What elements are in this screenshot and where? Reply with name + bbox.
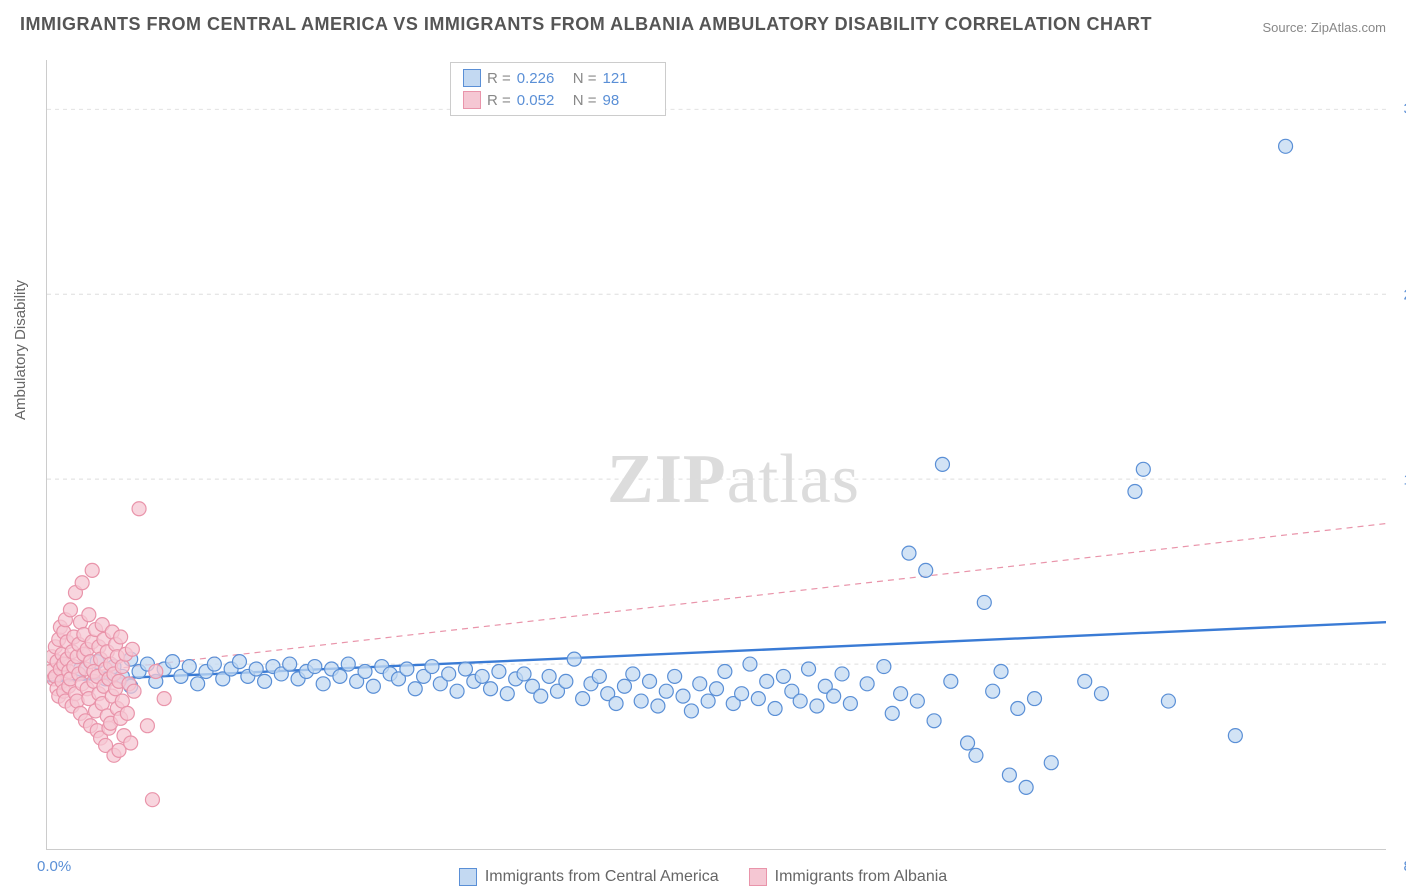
legend-item-albania: Immigrants from Albania bbox=[749, 868, 948, 886]
source-attribution: Source: ZipAtlas.com bbox=[1262, 20, 1386, 35]
legend-row-pink: R = 0.052 N = 98 bbox=[463, 89, 653, 111]
legend-item-central-america: Immigrants from Central America bbox=[459, 868, 719, 886]
y-axis-label: Ambulatory Disability bbox=[12, 280, 29, 420]
chart-title: IMMIGRANTS FROM CENTRAL AMERICA VS IMMIG… bbox=[20, 14, 1152, 35]
swatch-blue bbox=[463, 69, 481, 87]
legend-row-blue: R = 0.226 N = 121 bbox=[463, 67, 653, 89]
swatch-blue bbox=[459, 868, 477, 886]
correlation-legend: R = 0.226 N = 121 R = 0.052 N = 98 bbox=[450, 62, 666, 116]
swatch-pink bbox=[749, 868, 767, 886]
series-legend: Immigrants from Central America Immigran… bbox=[0, 868, 1406, 886]
scatter-chart bbox=[47, 60, 1386, 849]
swatch-pink bbox=[463, 91, 481, 109]
plot-area: ZIPatlas 7.5%15.0%22.5%30.0% 0.0% 80.0% bbox=[46, 60, 1386, 850]
